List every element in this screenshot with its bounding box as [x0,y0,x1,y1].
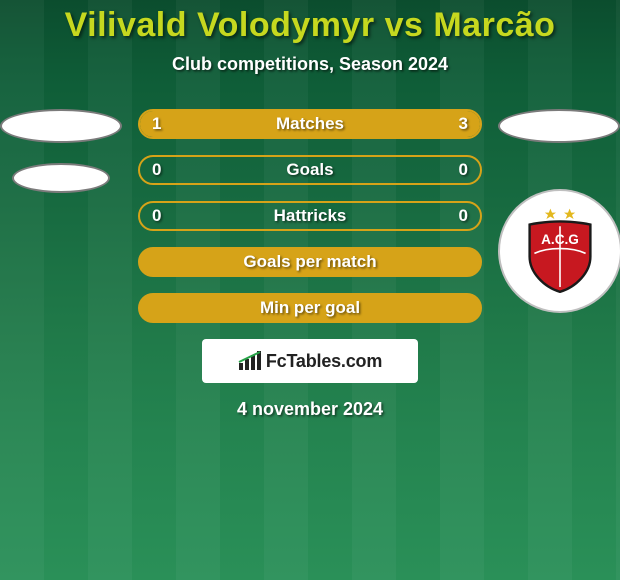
stat-value-right: 0 [428,157,468,183]
stat-value-right: 0 [428,203,468,229]
stat-value-right: 3 [428,111,468,137]
left-team-column [0,109,126,193]
stat-value-left: 1 [152,111,192,137]
team-placeholder [498,109,620,143]
stat-row: Hattricks00 [138,201,482,231]
stats-rows: Matches13Goals00Hattricks00Goals per mat… [138,109,482,323]
club-badge-svg: A.C.G [516,207,604,295]
club-badge: A.C.G [498,189,620,313]
brand-text: FcTables.com [266,351,382,372]
page-title: Vilivald Volodymyr vs Marcão [0,6,620,45]
team-placeholder [12,163,110,193]
brand-box[interactable]: FcTables.com [202,339,418,383]
stat-row: Goals per match [138,247,482,277]
stat-value-left: 0 [152,203,192,229]
stat-row: Goals00 [138,155,482,185]
bars-icon [238,351,262,371]
stat-value-left: 0 [152,157,192,183]
comparison-card: Vilivald Volodymyr vs Marcão Club compet… [0,0,620,580]
stat-label: Goals per match [140,249,480,275]
date-text: 4 november 2024 [0,399,620,420]
stat-row: Matches13 [138,109,482,139]
stat-label: Min per goal [140,295,480,321]
stat-row: Min per goal [138,293,482,323]
svg-text:A.C.G: A.C.G [541,232,579,247]
subtitle: Club competitions, Season 2024 [0,54,620,75]
team-placeholder [0,109,122,143]
content-area: A.C.G Matches13Goals00Hattricks00Goals p… [0,109,620,420]
right-team-column: A.C.G [494,109,620,143]
